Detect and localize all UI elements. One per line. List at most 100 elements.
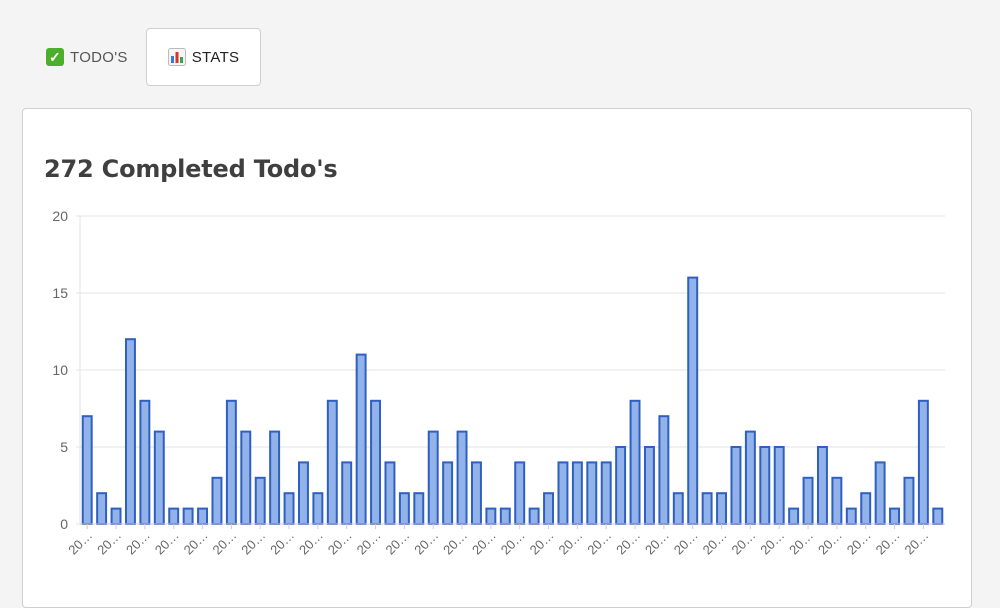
bar bbox=[225, 399, 237, 525]
bar bbox=[643, 446, 655, 525]
bar bbox=[773, 446, 785, 525]
y-tick-label: 0 bbox=[60, 516, 68, 532]
x-tick-label: 20… bbox=[901, 528, 931, 558]
x-tick-label: 20… bbox=[584, 528, 614, 558]
x-tick-label: 20… bbox=[844, 528, 874, 558]
bar bbox=[499, 507, 511, 526]
x-tick-label: 20… bbox=[382, 528, 412, 558]
bar bbox=[716, 492, 728, 526]
x-tick-label: 20… bbox=[238, 528, 268, 558]
bar-chart-icon bbox=[167, 48, 186, 66]
x-tick-label: 20… bbox=[267, 528, 297, 558]
x-tick-label: 20… bbox=[123, 528, 153, 558]
bar bbox=[456, 430, 468, 526]
bar bbox=[687, 276, 699, 525]
bar bbox=[254, 476, 266, 525]
bar bbox=[312, 492, 324, 526]
bar bbox=[139, 399, 151, 525]
bar bbox=[485, 507, 497, 526]
x-tick-label: 20… bbox=[815, 528, 845, 558]
tab-stats[interactable]: STATS bbox=[145, 28, 262, 86]
x-tick-label: 20… bbox=[642, 528, 672, 558]
x-tick-label: 20… bbox=[613, 528, 643, 558]
bar bbox=[153, 430, 165, 526]
bar bbox=[283, 492, 295, 526]
bar bbox=[81, 415, 93, 526]
x-tick-label: 20… bbox=[873, 528, 903, 558]
bar bbox=[341, 461, 353, 525]
x-tick-label: 20… bbox=[152, 528, 182, 558]
tab-todos-label: TODO'S bbox=[70, 48, 128, 66]
bar bbox=[182, 507, 194, 526]
tab-todos[interactable]: ✓ TODO'S bbox=[28, 28, 146, 86]
bar bbox=[730, 446, 742, 525]
x-tick-label: 20… bbox=[469, 528, 499, 558]
completed-todos-bar-chart: 0510152020…20…20…20…20…20…20…20…20…20…20… bbox=[52, 208, 945, 558]
tab-stats-label: STATS bbox=[191, 48, 240, 66]
x-tick-label: 20… bbox=[555, 528, 585, 558]
bar bbox=[860, 492, 872, 526]
bar bbox=[845, 507, 857, 526]
bar bbox=[600, 461, 612, 525]
bar bbox=[658, 415, 670, 526]
bar bbox=[816, 446, 828, 525]
bar bbox=[514, 461, 526, 525]
x-tick-label: 20… bbox=[411, 528, 441, 558]
x-tick-label: 20… bbox=[440, 528, 470, 558]
bar bbox=[442, 461, 454, 525]
x-tick-label: 20… bbox=[296, 528, 326, 558]
bar bbox=[557, 461, 569, 525]
bar bbox=[889, 507, 901, 526]
bar bbox=[586, 461, 598, 525]
bar bbox=[831, 476, 843, 525]
card-title: 272 Completed Todo's bbox=[44, 155, 338, 183]
check-mark-icon: ✓ bbox=[46, 48, 64, 66]
y-tick-label: 10 bbox=[52, 362, 68, 378]
bar bbox=[672, 492, 684, 526]
bar bbox=[197, 507, 209, 526]
x-tick-label: 20… bbox=[181, 528, 211, 558]
bar bbox=[413, 492, 425, 526]
bar bbox=[874, 461, 886, 525]
bar bbox=[398, 492, 410, 526]
bar bbox=[917, 399, 929, 525]
bar bbox=[470, 461, 482, 525]
y-tick-label: 15 bbox=[52, 285, 68, 301]
bar bbox=[384, 461, 396, 525]
bar bbox=[932, 507, 944, 526]
bar bbox=[269, 430, 281, 526]
bar bbox=[903, 476, 915, 525]
bar bbox=[110, 507, 122, 526]
bar bbox=[211, 476, 223, 525]
bar bbox=[297, 461, 309, 525]
bar bbox=[615, 446, 627, 525]
bar bbox=[370, 399, 382, 525]
x-tick-label: 20… bbox=[671, 528, 701, 558]
bar bbox=[326, 399, 338, 525]
bar bbox=[124, 338, 136, 525]
x-tick-label: 20… bbox=[354, 528, 384, 558]
bar bbox=[788, 507, 800, 526]
bar bbox=[240, 430, 252, 526]
stats-card: 272 Completed Todo's 0 5 10 15 20 20… 20… 20… 20… bbox=[22, 108, 972, 608]
bar bbox=[427, 430, 439, 526]
bar bbox=[744, 430, 756, 526]
x-tick-label: 20… bbox=[325, 528, 355, 558]
bar bbox=[701, 492, 713, 526]
x-tick-label: 20… bbox=[728, 528, 758, 558]
y-tick-label: 20 bbox=[52, 208, 68, 224]
x-tick-label: 20… bbox=[94, 528, 124, 558]
x-tick-label: 20… bbox=[757, 528, 787, 558]
bar bbox=[629, 399, 641, 525]
bar bbox=[759, 446, 771, 525]
x-tick-label: 20… bbox=[498, 528, 528, 558]
x-tick-label: 20… bbox=[527, 528, 557, 558]
x-tick-label: 20… bbox=[65, 528, 95, 558]
x-tick-label: 20… bbox=[786, 528, 816, 558]
x-tick-label: 20… bbox=[700, 528, 730, 558]
bar bbox=[543, 492, 555, 526]
bar bbox=[355, 353, 367, 525]
bar bbox=[571, 461, 583, 525]
bar bbox=[96, 492, 108, 526]
bar bbox=[168, 507, 180, 526]
